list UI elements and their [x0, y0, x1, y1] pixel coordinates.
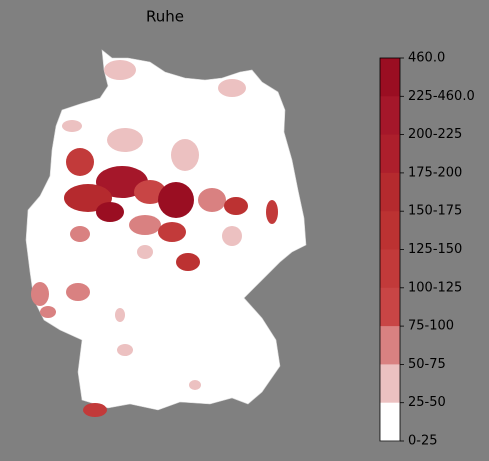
- region: [137, 245, 153, 259]
- region: [66, 283, 90, 301]
- region: [224, 197, 248, 215]
- colorbar: 460.0 225-460.0 200-225 175-200 150-175 125-1…: [379, 51, 475, 449]
- region: [96, 202, 124, 222]
- colorbar-label: 75-100: [408, 319, 454, 334]
- colorbar-band: [380, 211, 400, 250]
- colorbar-band: [380, 326, 400, 365]
- colorbar-label: 50-75: [408, 357, 446, 372]
- colorbar-band: [380, 134, 400, 174]
- colorbar-label: 100-125: [408, 280, 462, 295]
- colorbar-label: 200-225: [408, 127, 462, 142]
- colorbar-band: [380, 172, 400, 212]
- region: [31, 282, 49, 306]
- region: [40, 306, 56, 318]
- colorbar-label: 125-150: [408, 242, 462, 257]
- germany-map: [25, 49, 307, 417]
- colorbar-label: 25-50: [408, 395, 446, 410]
- colorbar-label: 460.0: [408, 51, 445, 66]
- region: [222, 226, 242, 246]
- region: [158, 222, 186, 242]
- colorbar-label: 225-460.0: [408, 89, 475, 104]
- region: [266, 200, 278, 224]
- colorbar-band: [380, 287, 400, 327]
- region: [189, 380, 201, 390]
- region: [171, 139, 199, 171]
- region: [117, 344, 133, 356]
- region: [66, 148, 94, 176]
- colorbar-label: 150-175: [408, 204, 462, 219]
- region: [83, 403, 107, 417]
- colorbar-band: [380, 58, 400, 97]
- colorbar-band: [380, 402, 400, 442]
- region: [64, 184, 112, 212]
- region: [107, 128, 143, 152]
- colorbar-label: 0-25: [408, 434, 438, 449]
- map-title: Ruhe: [146, 8, 184, 26]
- region: [218, 79, 246, 97]
- region: [70, 226, 90, 242]
- region: [129, 215, 161, 235]
- region: [104, 60, 136, 80]
- region: [115, 308, 125, 322]
- colorbar-band: [380, 364, 400, 404]
- region: [158, 182, 194, 218]
- colorbar-band: [380, 249, 400, 289]
- region: [176, 253, 200, 271]
- region: [62, 120, 82, 132]
- region: [198, 188, 226, 212]
- colorbar-band: [380, 96, 400, 136]
- colorbar-label: 175-200: [408, 165, 462, 180]
- region: [134, 180, 166, 204]
